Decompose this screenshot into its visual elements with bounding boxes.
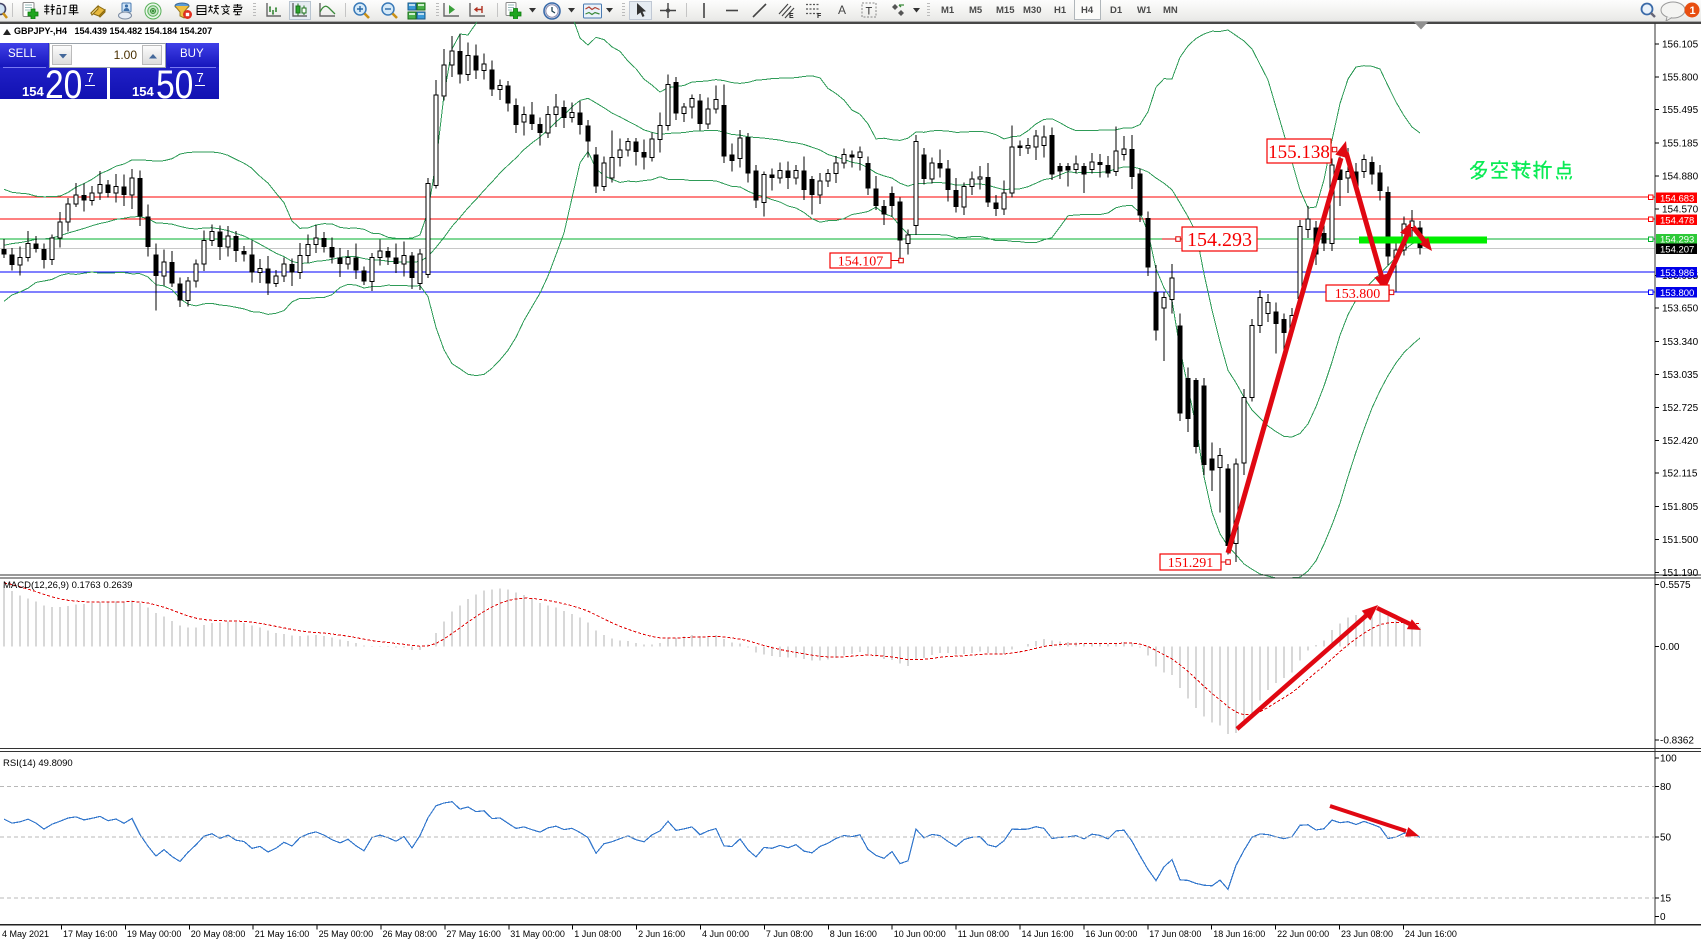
svg-text:21 May 16:00: 21 May 16:00 — [255, 929, 310, 939]
svg-text:17 May 16:00: 17 May 16:00 — [63, 929, 118, 939]
svg-text:153.800: 153.800 — [1335, 287, 1381, 302]
svg-text:155.800: 155.800 — [1662, 72, 1699, 83]
svg-text:14 Jun 16:00: 14 Jun 16:00 — [1022, 929, 1074, 939]
svg-text:154.293: 154.293 — [1187, 229, 1252, 251]
svg-text:155.495: 155.495 — [1662, 105, 1699, 116]
svg-text:154.683: 154.683 — [1660, 193, 1694, 204]
svg-text:154.570: 154.570 — [1662, 205, 1699, 216]
svg-text:151.190: 151.190 — [1662, 568, 1699, 579]
svg-text:MACD(12,26,9) 0.1763 0.2639: MACD(12,26,9) 0.1763 0.2639 — [3, 580, 132, 591]
svg-text:1 Jun 08:00: 1 Jun 08:00 — [574, 929, 621, 939]
svg-text:23 Jun 08:00: 23 Jun 08:00 — [1341, 929, 1393, 939]
svg-text:154.207: 154.207 — [1660, 244, 1694, 255]
svg-text:0: 0 — [1660, 912, 1666, 923]
svg-text:27 May 16:00: 27 May 16:00 — [446, 929, 501, 939]
svg-text:4 May 2021: 4 May 2021 — [2, 929, 49, 939]
svg-text:152.725: 152.725 — [1662, 403, 1699, 414]
svg-text:18 Jun 16:00: 18 Jun 16:00 — [1213, 929, 1265, 939]
svg-text:20 May 08:00: 20 May 08:00 — [191, 929, 246, 939]
svg-text:153.650: 153.650 — [1662, 304, 1699, 315]
svg-text:156.105: 156.105 — [1662, 40, 1699, 51]
svg-text:153.035: 153.035 — [1662, 370, 1699, 381]
svg-text:50: 50 — [1660, 833, 1672, 844]
svg-text:2 Jun 16:00: 2 Jun 16:00 — [638, 929, 685, 939]
svg-text:151.291: 151.291 — [1168, 556, 1214, 571]
svg-text:22 Jun 00:00: 22 Jun 00:00 — [1277, 929, 1329, 939]
svg-text:153.986: 153.986 — [1660, 268, 1694, 279]
svg-text:25 May 00:00: 25 May 00:00 — [319, 929, 374, 939]
svg-text:151.805: 151.805 — [1662, 502, 1699, 513]
svg-text:8 Jun 16:00: 8 Jun 16:00 — [830, 929, 877, 939]
svg-text:-0.8362: -0.8362 — [1660, 736, 1694, 747]
svg-text:F: F — [817, 13, 822, 19]
svg-text:154.293: 154.293 — [1660, 235, 1694, 246]
svg-text:19 May 00:00: 19 May 00:00 — [127, 929, 182, 939]
svg-text:31 May 00:00: 31 May 00:00 — [510, 929, 565, 939]
svg-text:80: 80 — [1660, 782, 1672, 793]
svg-text:154.478: 154.478 — [1660, 215, 1694, 226]
svg-text:0.5575: 0.5575 — [1660, 580, 1691, 591]
svg-text:1: 1 — [1690, 5, 1696, 17]
svg-text:152.420: 152.420 — [1662, 436, 1699, 447]
svg-text:4 Jun 00:00: 4 Jun 00:00 — [702, 929, 749, 939]
svg-text:154.107: 154.107 — [838, 255, 884, 270]
svg-text:10 Jun 00:00: 10 Jun 00:00 — [894, 929, 946, 939]
svg-text:154.880: 154.880 — [1662, 171, 1699, 182]
svg-text:24 Jun 16:00: 24 Jun 16:00 — [1405, 929, 1457, 939]
svg-text:26 May 08:00: 26 May 08:00 — [383, 929, 438, 939]
svg-text:152.115: 152.115 — [1662, 469, 1698, 480]
svg-text:151.500: 151.500 — [1662, 535, 1699, 546]
svg-text:153.800: 153.800 — [1660, 288, 1694, 299]
svg-text:11 Jun 08:00: 11 Jun 08:00 — [958, 929, 1009, 939]
svg-text:T: T — [866, 6, 873, 18]
svg-text:15: 15 — [1660, 894, 1672, 905]
svg-text:E: E — [789, 13, 794, 19]
svg-text:RSI(14) 49.8090: RSI(14) 49.8090 — [3, 758, 73, 769]
svg-text:7 Jun 08:00: 7 Jun 08:00 — [766, 929, 813, 939]
svg-text:100: 100 — [1660, 754, 1677, 765]
svg-text:17 Jun 08:00: 17 Jun 08:00 — [1149, 929, 1201, 939]
svg-text:153.340: 153.340 — [1662, 337, 1699, 348]
svg-text:155.138: 155.138 — [1268, 142, 1330, 163]
svg-text:155.185: 155.185 — [1662, 139, 1699, 150]
svg-text:16 Jun 00:00: 16 Jun 00:00 — [1085, 929, 1137, 939]
svg-text:0.00: 0.00 — [1660, 642, 1680, 653]
